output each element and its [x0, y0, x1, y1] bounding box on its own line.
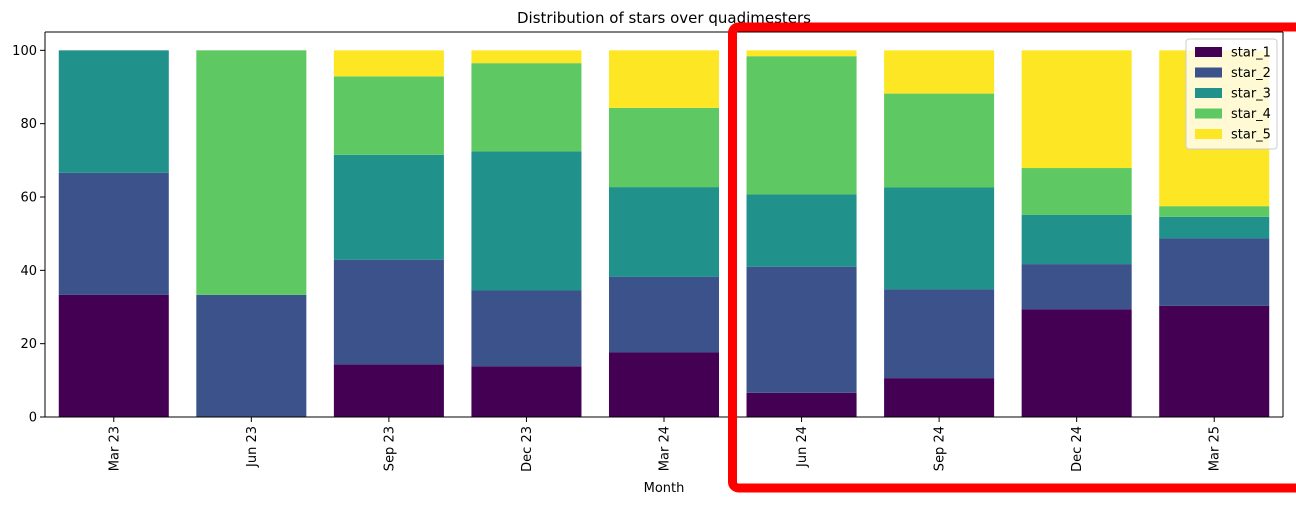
bar-star_1: [471, 366, 582, 417]
x-tick-label: Sep 24: [933, 426, 948, 471]
bar-star_5: [1021, 50, 1132, 169]
legend-label-star_4: star_4: [1231, 107, 1271, 122]
bar-star_2: [196, 294, 307, 417]
bar-star_4: [1159, 206, 1270, 217]
bar-star_1: [58, 294, 169, 417]
legend-swatch-star_3: [1195, 88, 1222, 98]
legend-label-star_1: star_1: [1231, 46, 1271, 61]
legend-box: [1185, 38, 1278, 150]
legend-label-star_3: star_3: [1231, 87, 1271, 102]
bar-star_4: [1021, 168, 1132, 215]
bar-star_2: [608, 276, 720, 353]
x-tick-label: Dec 23: [520, 426, 535, 472]
legend-swatch-star_2: [1195, 67, 1222, 78]
axes-group: 0 20 40 60 80 100 Mar 23 Jun 23 Sep 23 Dec 23 Mar …: [12, 31, 1284, 472]
legend-swatch-star_1: [1195, 47, 1222, 57]
y-tick-label: 80: [20, 117, 37, 132]
bar-star_3: [746, 194, 857, 267]
legend-label-star_5: star_5: [1231, 128, 1271, 143]
y-tick-label: 60: [20, 191, 37, 206]
x-tick-label: Dec 24: [1070, 426, 1085, 472]
highlight-box: [728, 22, 1296, 493]
bar-star_3: [608, 187, 720, 277]
bar-star_2: [746, 266, 857, 393]
bar-star_1: [746, 392, 857, 417]
bar-star_2: [471, 290, 582, 367]
y-tick-label: 40: [20, 264, 37, 279]
bar-star_1: [608, 352, 720, 417]
bar-star_2: [333, 259, 444, 365]
bar-star_5: [471, 50, 582, 64]
y-tick-label: 100: [12, 44, 37, 59]
bar-star_4: [884, 93, 995, 188]
legend-label-star_2: star_2: [1231, 66, 1271, 81]
bar-star_4: [608, 107, 720, 188]
bar-star_4: [471, 63, 582, 152]
x-tick-label: Jun 23: [245, 426, 260, 468]
x-tick-label: Jun 24: [795, 426, 810, 468]
x-tick-label: Sep 23: [382, 426, 397, 471]
legend: star_1 star_2 star_3 star_4 star_5: [1185, 38, 1278, 150]
bar-star_5: [884, 50, 995, 94]
bar-star_2: [1021, 264, 1132, 310]
x-tick-label: Mar 23: [107, 426, 122, 471]
x-tick-label: Mar 25: [1208, 426, 1223, 471]
bar-star_2: [1159, 238, 1270, 306]
bar-star_2: [58, 172, 169, 295]
y-tick-label: 20: [20, 337, 37, 352]
bar-star_3: [58, 50, 169, 173]
bar-star_2: [884, 289, 995, 379]
bar-star_3: [884, 187, 995, 290]
legend-swatch-star_4: [1195, 108, 1222, 119]
bar-star_1: [1021, 309, 1132, 417]
x-axis-label: Month: [644, 481, 685, 496]
bar-star_4: [196, 50, 307, 295]
bar-star_5: [608, 50, 720, 108]
bar-star_4: [333, 76, 444, 155]
bar-star_3: [333, 154, 444, 260]
bar-star_1: [1159, 305, 1270, 417]
legend-swatch-star_5: [1195, 129, 1222, 139]
bars-group: [58, 50, 1270, 417]
bar-star_1: [333, 364, 444, 417]
bar-star_3: [1159, 216, 1270, 239]
chart-title: Distribution of stars over quadimesters: [517, 9, 811, 27]
bar-star_4: [746, 56, 857, 195]
y-tick-label: 0: [29, 411, 37, 426]
bar-star_5: [333, 50, 444, 77]
bar-star_3: [1021, 214, 1132, 265]
x-tick-label: Mar 24: [658, 426, 673, 471]
highlight-box-group: [728, 22, 1296, 493]
bar-star_3: [471, 151, 582, 291]
bar-star_1: [884, 378, 995, 417]
bar-star_5: [746, 50, 857, 57]
